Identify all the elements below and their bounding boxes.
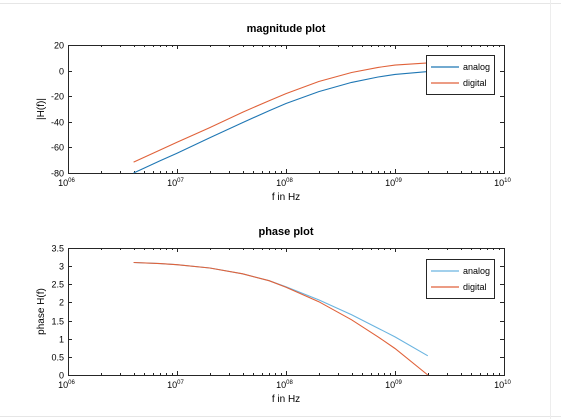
y-tick-label: -20 [51, 92, 64, 102]
x-tick-label: 1009 [385, 380, 402, 390]
legend-label-analog: analog [463, 266, 490, 276]
x-tick-label: 1008 [276, 178, 293, 188]
y-tick-label: 0 [59, 67, 64, 77]
chart-title: phase plot [258, 226, 313, 238]
y-tick-label: 1.5 [51, 317, 64, 327]
phase-plot: phase plot 1006 1007 1008 1009 1010 3.5 3 2.5 2 1.… [36, 226, 512, 405]
y-tick-label: 2 [59, 298, 64, 308]
legend: analog digital [426, 259, 495, 299]
legend-label-analog: analog [463, 62, 490, 72]
legend: analog digital [426, 55, 495, 95]
series-line-analog [133, 71, 428, 174]
magnitude-plot: magnitude plot 1006 1007 1008 1009 1010 20 0 -20… [36, 23, 512, 203]
x-tick-label: 1008 [276, 380, 293, 390]
x-tick-label: 1006 [58, 380, 75, 390]
x-tick-label: 1007 [167, 178, 184, 188]
y-tick-label: 3.5 [51, 244, 64, 254]
y-tick-label: 3 [59, 262, 64, 272]
series-line-digital [133, 62, 428, 163]
x-axis-label: f in Hz [272, 394, 300, 405]
y-tick-label: -60 [51, 143, 64, 153]
y-tick-label: -40 [51, 118, 64, 128]
x-tick-label: 1007 [167, 380, 184, 390]
y-tick-label: 1 [59, 335, 64, 345]
y-tick-label: 20 [54, 41, 64, 51]
y-axis-label: |H(f)| [36, 98, 47, 120]
legend-box [426, 55, 495, 95]
y-tick-label: 0.5 [51, 353, 64, 363]
y-axis-label: phase H(f) [36, 288, 47, 335]
x-tick-label: 1009 [385, 178, 402, 188]
series-line-digital [133, 261, 429, 376]
y-tick-label: -80 [51, 169, 64, 179]
x-axis-label: f in Hz [272, 192, 300, 203]
x-tick-label: 1006 [58, 178, 75, 188]
x-tick-label: 1010 [494, 380, 511, 390]
x-tick-label: 1010 [494, 178, 511, 188]
y-tick-label: 2.5 [51, 280, 64, 290]
chart-title: magnitude plot [247, 23, 326, 35]
legend-label-digital: digital [463, 282, 487, 292]
y-tick-label: 0 [59, 371, 64, 381]
legend-label-digital: digital [463, 78, 487, 88]
legend-box [426, 259, 495, 299]
